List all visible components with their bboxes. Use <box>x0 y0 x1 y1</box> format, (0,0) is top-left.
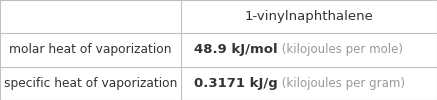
Text: 48.9 kJ/mol: 48.9 kJ/mol <box>194 44 278 56</box>
Text: molar heat of vaporization: molar heat of vaporization <box>10 44 172 56</box>
Text: (kilojoules per gram): (kilojoules per gram) <box>278 77 405 90</box>
Text: specific heat of vaporization: specific heat of vaporization <box>4 77 177 90</box>
Text: 0.3171 kJ/g: 0.3171 kJ/g <box>194 77 278 90</box>
Text: 1-vinylnaphthalene: 1-vinylnaphthalene <box>245 10 374 23</box>
Text: (kilojoules per mole): (kilojoules per mole) <box>278 44 403 56</box>
